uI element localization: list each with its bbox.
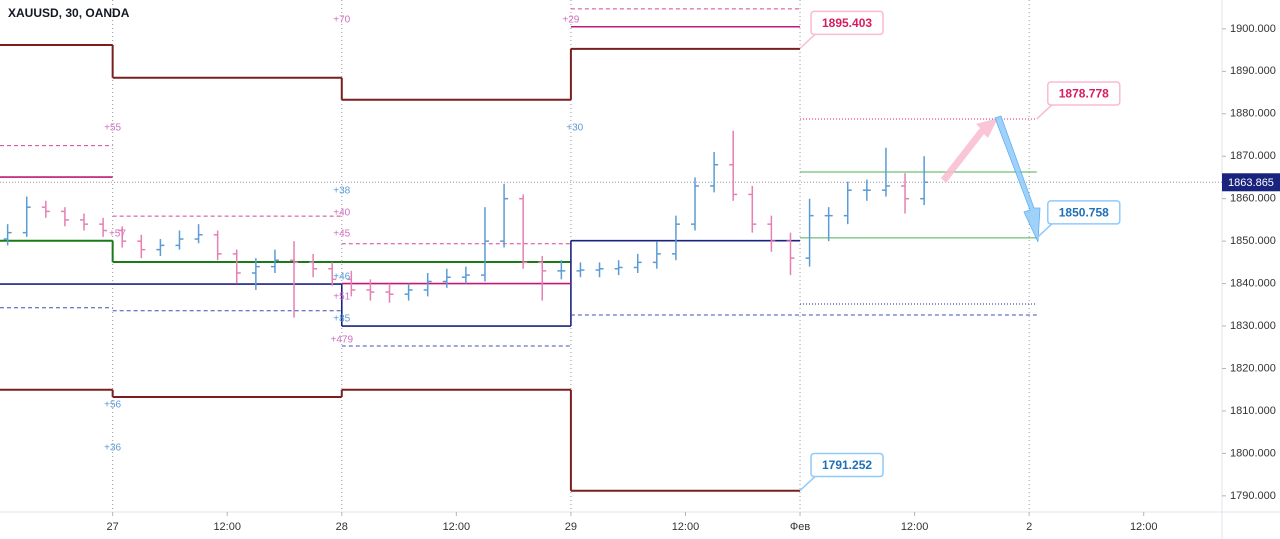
level-annotation: +36 bbox=[104, 443, 121, 454]
callout-box bbox=[1047, 200, 1121, 225]
level-annotation: +51 bbox=[333, 291, 350, 302]
callout-pointer bbox=[799, 476, 816, 492]
y-tick-label: 1880.000 bbox=[1230, 108, 1276, 120]
x-tick-label: 12:00 bbox=[213, 521, 241, 533]
y-tick-label: 1870.000 bbox=[1230, 150, 1276, 162]
callout-box bbox=[1047, 81, 1121, 106]
callout-label: 1878.778 bbox=[1059, 87, 1109, 101]
down-arrow bbox=[994, 115, 1041, 243]
x-tick-label: 12:00 bbox=[443, 521, 471, 533]
callout-label: 1895.403 bbox=[822, 16, 872, 30]
callout-label: 1791.252 bbox=[822, 458, 872, 472]
level-annotation: +57 bbox=[109, 229, 126, 240]
y-tick-label: 1890.000 bbox=[1230, 65, 1276, 77]
y-tick-label: 1840.000 bbox=[1230, 278, 1276, 290]
level-annotation: +46 bbox=[333, 271, 350, 282]
level-annotation: +56 bbox=[104, 400, 121, 411]
y-tick-label: 1850.000 bbox=[1230, 235, 1276, 247]
y-tick-label: 1860.000 bbox=[1230, 193, 1276, 205]
x-tick-label: 27 bbox=[107, 521, 119, 533]
y-tick-label: 1810.000 bbox=[1230, 405, 1276, 417]
y-tick-label: 1830.000 bbox=[1230, 320, 1276, 332]
x-tick-label: 29 bbox=[565, 521, 577, 533]
current-price-label: 1863.865 bbox=[1228, 177, 1274, 189]
y-tick-label: 1820.000 bbox=[1230, 362, 1276, 374]
callout-box bbox=[810, 10, 884, 36]
x-tick-label: 12:00 bbox=[1130, 521, 1158, 533]
callout-label: 1850.758 bbox=[1059, 206, 1109, 220]
callout-pointer bbox=[799, 33, 816, 49]
y-tick-label: 1790.000 bbox=[1230, 490, 1276, 502]
level-annotation: +85 bbox=[333, 313, 350, 324]
x-tick-label: 28 bbox=[336, 521, 348, 533]
level-annotation: +55 bbox=[104, 122, 121, 133]
callout-pointer bbox=[1036, 104, 1053, 120]
level-annotation: +479 bbox=[331, 335, 354, 346]
up-arrow bbox=[941, 118, 998, 183]
x-tick-label: 12:00 bbox=[901, 521, 929, 533]
callout-box bbox=[810, 452, 884, 478]
level-annotation: +29 bbox=[562, 15, 579, 26]
level-annotation: +38 bbox=[333, 186, 350, 197]
y-tick-label: 1900.000 bbox=[1230, 23, 1276, 35]
current-price-tag bbox=[1222, 173, 1280, 192]
level-annotation: +70 bbox=[333, 15, 350, 26]
callout-pointer bbox=[1036, 223, 1053, 239]
chart-title: XAUUSD, 30, OANDA bbox=[8, 6, 130, 20]
x-tick-label: Фев bbox=[790, 521, 810, 533]
y-tick-label: 1800.000 bbox=[1230, 447, 1276, 459]
level-annotation: +40 bbox=[333, 207, 350, 218]
level-annotation: +45 bbox=[333, 229, 350, 240]
level-annotation: +30 bbox=[566, 122, 583, 133]
x-tick-label: 2 bbox=[1026, 521, 1032, 533]
x-tick-label: 12:00 bbox=[672, 521, 700, 533]
